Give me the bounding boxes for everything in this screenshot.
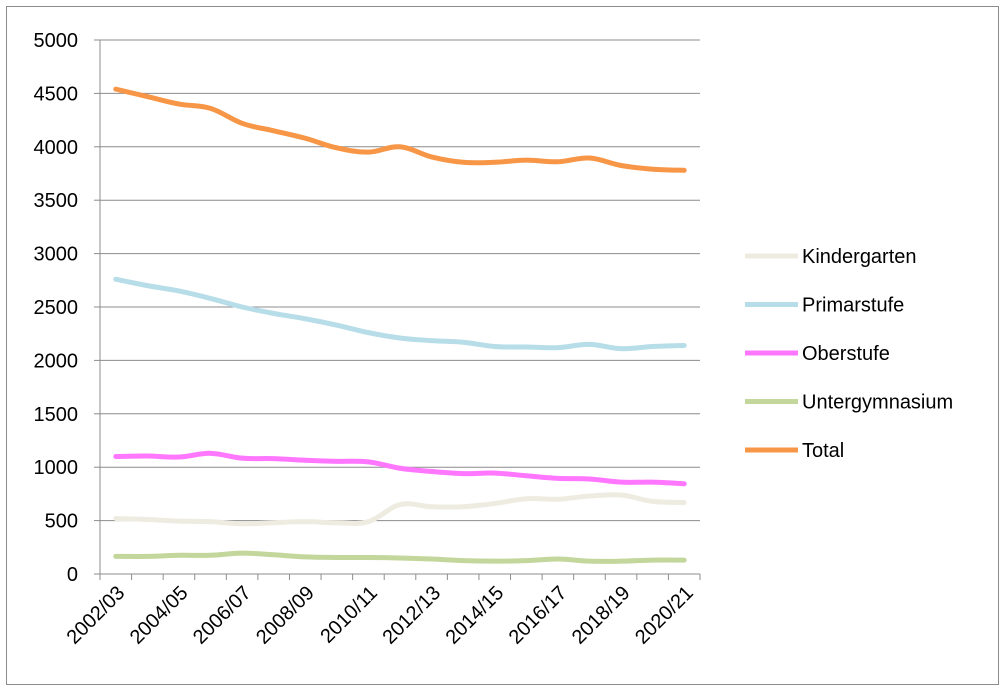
y-tick-label: 0 — [67, 564, 78, 586]
legend-label-total: Total — [802, 440, 844, 462]
x-tick-label: 2010/11 — [316, 582, 382, 648]
y-tick-label: 1000 — [34, 457, 79, 479]
legend: Kindergarten Primarstufe Oberstufe Untergym… — [745, 246, 953, 462]
series-line-total — [113, 86, 687, 173]
x-tick-label: 2008/09 — [252, 582, 319, 649]
y-tick-label: 2000 — [34, 350, 79, 372]
gridlines — [100, 39, 700, 522]
y-tick-label: 4000 — [34, 137, 79, 159]
y-tick-label: 4500 — [34, 83, 79, 105]
x-tick-label: 2002/03 — [63, 582, 130, 649]
series-line-kindergarten — [113, 492, 687, 527]
x-tick-label: 2020/21 — [631, 582, 698, 649]
legend-label-oberstufe: Oberstufe — [802, 343, 890, 365]
y-tick-label: 3500 — [34, 190, 79, 212]
x-tick-label: 2014/15 — [442, 582, 509, 649]
y-tick-label: 500 — [45, 511, 78, 533]
x-tick-labels: 2002/032004/052006/072008/092010/112012/… — [63, 582, 698, 649]
legend-label-primarstufe: Primarstufe — [802, 295, 904, 317]
x-tick-label: 2012/13 — [378, 582, 445, 649]
y-tick-label: 2500 — [34, 297, 79, 319]
y-tick-label: 1500 — [34, 404, 79, 426]
y-tick-label: 3000 — [34, 244, 79, 266]
axes — [94, 39, 701, 580]
y-tick-label: 5000 — [34, 30, 79, 52]
y-tick-labels: 0 500 1000 1500 2000 2500 3000 3500 4000 4500 5000 — [34, 30, 79, 586]
x-tick-label: 2004/05 — [126, 582, 193, 649]
series-lines — [113, 86, 687, 564]
series-line-untergymnasium — [113, 550, 687, 564]
series-line-primarstufe — [113, 276, 687, 352]
x-tick-label: 2006/07 — [189, 582, 256, 649]
x-tick-label: 2018/19 — [568, 582, 635, 649]
legend-label-kindergarten: Kindergarten — [802, 246, 917, 268]
legend-label-untergymnasium: Untergymnasium — [802, 392, 953, 414]
series-line-oberstufe — [113, 450, 687, 487]
x-tick-label: 2016/17 — [505, 582, 572, 649]
